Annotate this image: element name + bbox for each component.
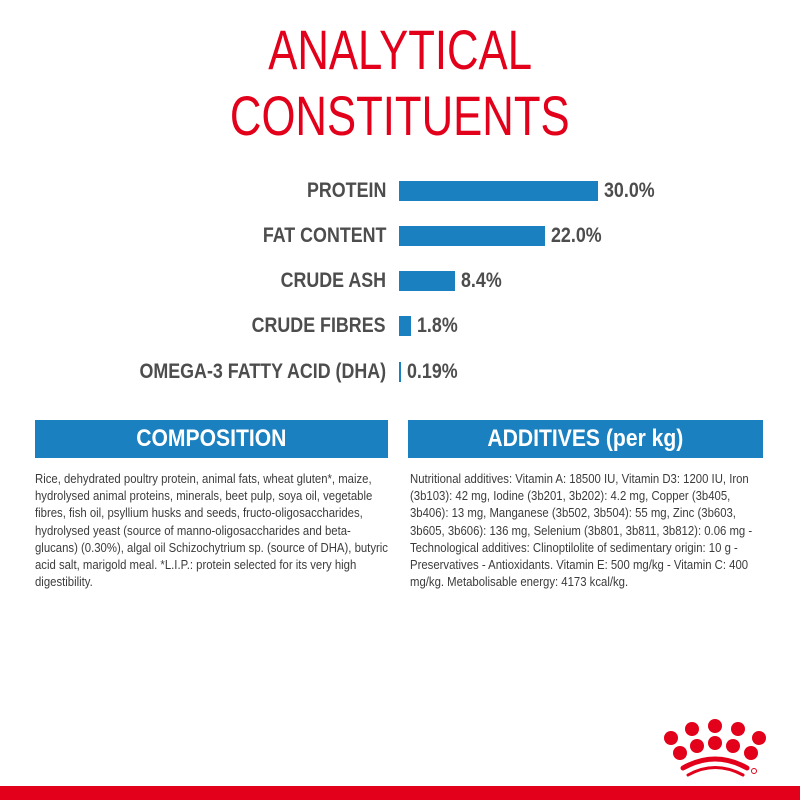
value-label: 1.8% [416, 314, 458, 337]
chart-row: CRUDE ASH 8.4% [0, 266, 800, 296]
value-label: 8.4% [460, 269, 502, 292]
bar [399, 316, 411, 336]
composition-heading: COMPOSITION [35, 420, 388, 458]
bar [399, 181, 598, 201]
chart-row: CRUDE FIBRES 1.8% [0, 311, 800, 341]
crown-logo-icon [664, 719, 766, 777]
bar [399, 362, 401, 382]
chart-row: PROTEIN 30.0% [0, 176, 800, 206]
value-label: 22.0% [550, 224, 602, 247]
composition-text: Rice, dehydrated poultry protein, animal… [35, 471, 388, 590]
chart-row: OMEGA-3 FATTY ACID (DHA) 0.19% [0, 357, 800, 387]
category-label: CRUDE ASH [280, 269, 386, 292]
bar [399, 226, 545, 246]
title-line-1: ANALYTICAL [268, 18, 532, 81]
additives-text: Nutritional additives: Vitamin A: 18500 … [410, 471, 753, 590]
chart-row: FAT CONTENT 22.0% [0, 221, 800, 251]
value-label: 0.19% [406, 360, 458, 383]
additives-heading: ADDITIVES (per kg) [408, 420, 763, 458]
category-label: CRUDE FIBRES [252, 314, 386, 337]
category-label: FAT CONTENT [262, 224, 386, 247]
bar [399, 271, 455, 291]
value-label: 30.0% [604, 179, 655, 202]
bottom-brand-stripe [0, 786, 800, 800]
title-line-2: CONSTITUENTS [230, 84, 570, 147]
category-label: OMEGA-3 FATTY ACID (DHA) [139, 360, 386, 383]
category-label: PROTEIN [306, 179, 386, 202]
